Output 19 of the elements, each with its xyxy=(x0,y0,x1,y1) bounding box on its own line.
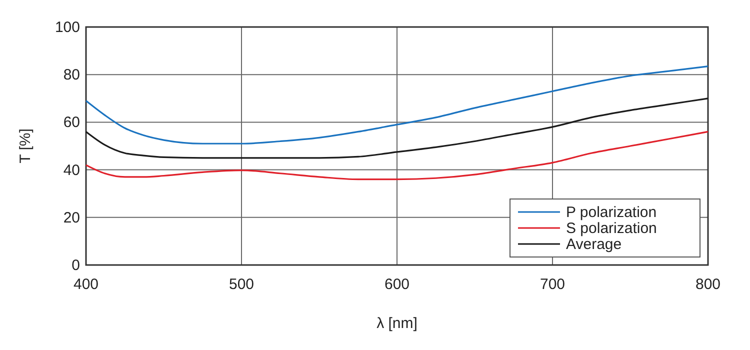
x-tick-label: 400 xyxy=(73,276,99,293)
x-tick-label: 700 xyxy=(540,276,566,293)
y-axis-title: T [%] xyxy=(17,128,34,164)
legend-label: S polarization xyxy=(566,220,657,237)
line-series xyxy=(85,130,709,180)
x-axis-title: λ [nm] xyxy=(376,315,418,332)
y-tick-label: 0 xyxy=(72,257,80,274)
line-series xyxy=(85,98,709,159)
legend-label: Average xyxy=(566,236,622,253)
x-tick-label: 800 xyxy=(695,276,721,293)
x-tick-label: 500 xyxy=(228,276,254,293)
line-series xyxy=(85,65,709,144)
y-tick-label: 20 xyxy=(63,209,80,226)
x-tick-label: 600 xyxy=(384,276,410,293)
y-tick-label: 60 xyxy=(63,114,80,132)
legend-label: P polarization xyxy=(566,204,657,221)
y-tick-label: 80 xyxy=(63,66,80,84)
y-tick-label: 100 xyxy=(54,19,80,36)
y-tick-label: 40 xyxy=(63,162,80,179)
